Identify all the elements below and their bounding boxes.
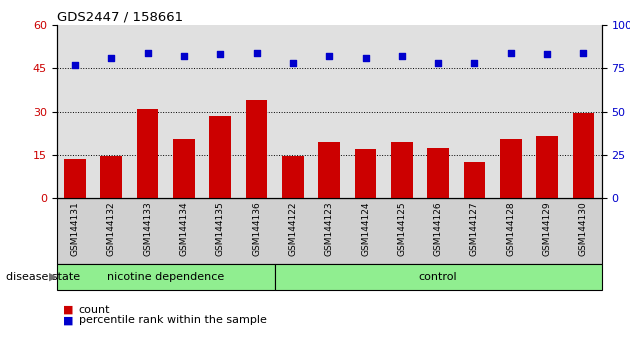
Point [288, 60, 298, 66]
Bar [500, 139, 522, 198]
Text: ▶: ▶ [49, 272, 58, 282]
Text: percentile rank within the sample: percentile rank within the sample [79, 315, 266, 325]
Text: nicotine dependence: nicotine dependence [107, 272, 224, 282]
Bar [355, 149, 376, 198]
Bar [318, 142, 340, 198]
Bar [464, 162, 485, 198]
Bar [64, 159, 86, 198]
Bar [391, 142, 413, 198]
Point [433, 60, 443, 66]
Bar [173, 139, 195, 198]
Bar [100, 156, 122, 198]
Point [179, 53, 189, 59]
Point [542, 51, 552, 57]
Point [506, 50, 516, 55]
Point [469, 60, 479, 66]
Text: control: control [419, 272, 457, 282]
Text: ■: ■ [63, 305, 74, 315]
Text: count: count [79, 305, 110, 315]
Point [215, 51, 225, 57]
Point [578, 50, 588, 55]
Text: GDS2447 / 158661: GDS2447 / 158661 [57, 11, 183, 24]
Point [251, 50, 261, 55]
Text: disease state: disease state [6, 272, 81, 282]
Bar [427, 148, 449, 198]
Point [397, 53, 407, 59]
Point [70, 62, 80, 68]
Point [324, 53, 334, 59]
Bar [536, 136, 558, 198]
Point [106, 55, 116, 61]
Bar [209, 116, 231, 198]
Point [360, 55, 370, 61]
Bar [137, 109, 158, 198]
Text: ■: ■ [63, 315, 74, 325]
Point [142, 50, 152, 55]
Bar [573, 113, 594, 198]
Bar [246, 100, 267, 198]
Bar [282, 156, 304, 198]
